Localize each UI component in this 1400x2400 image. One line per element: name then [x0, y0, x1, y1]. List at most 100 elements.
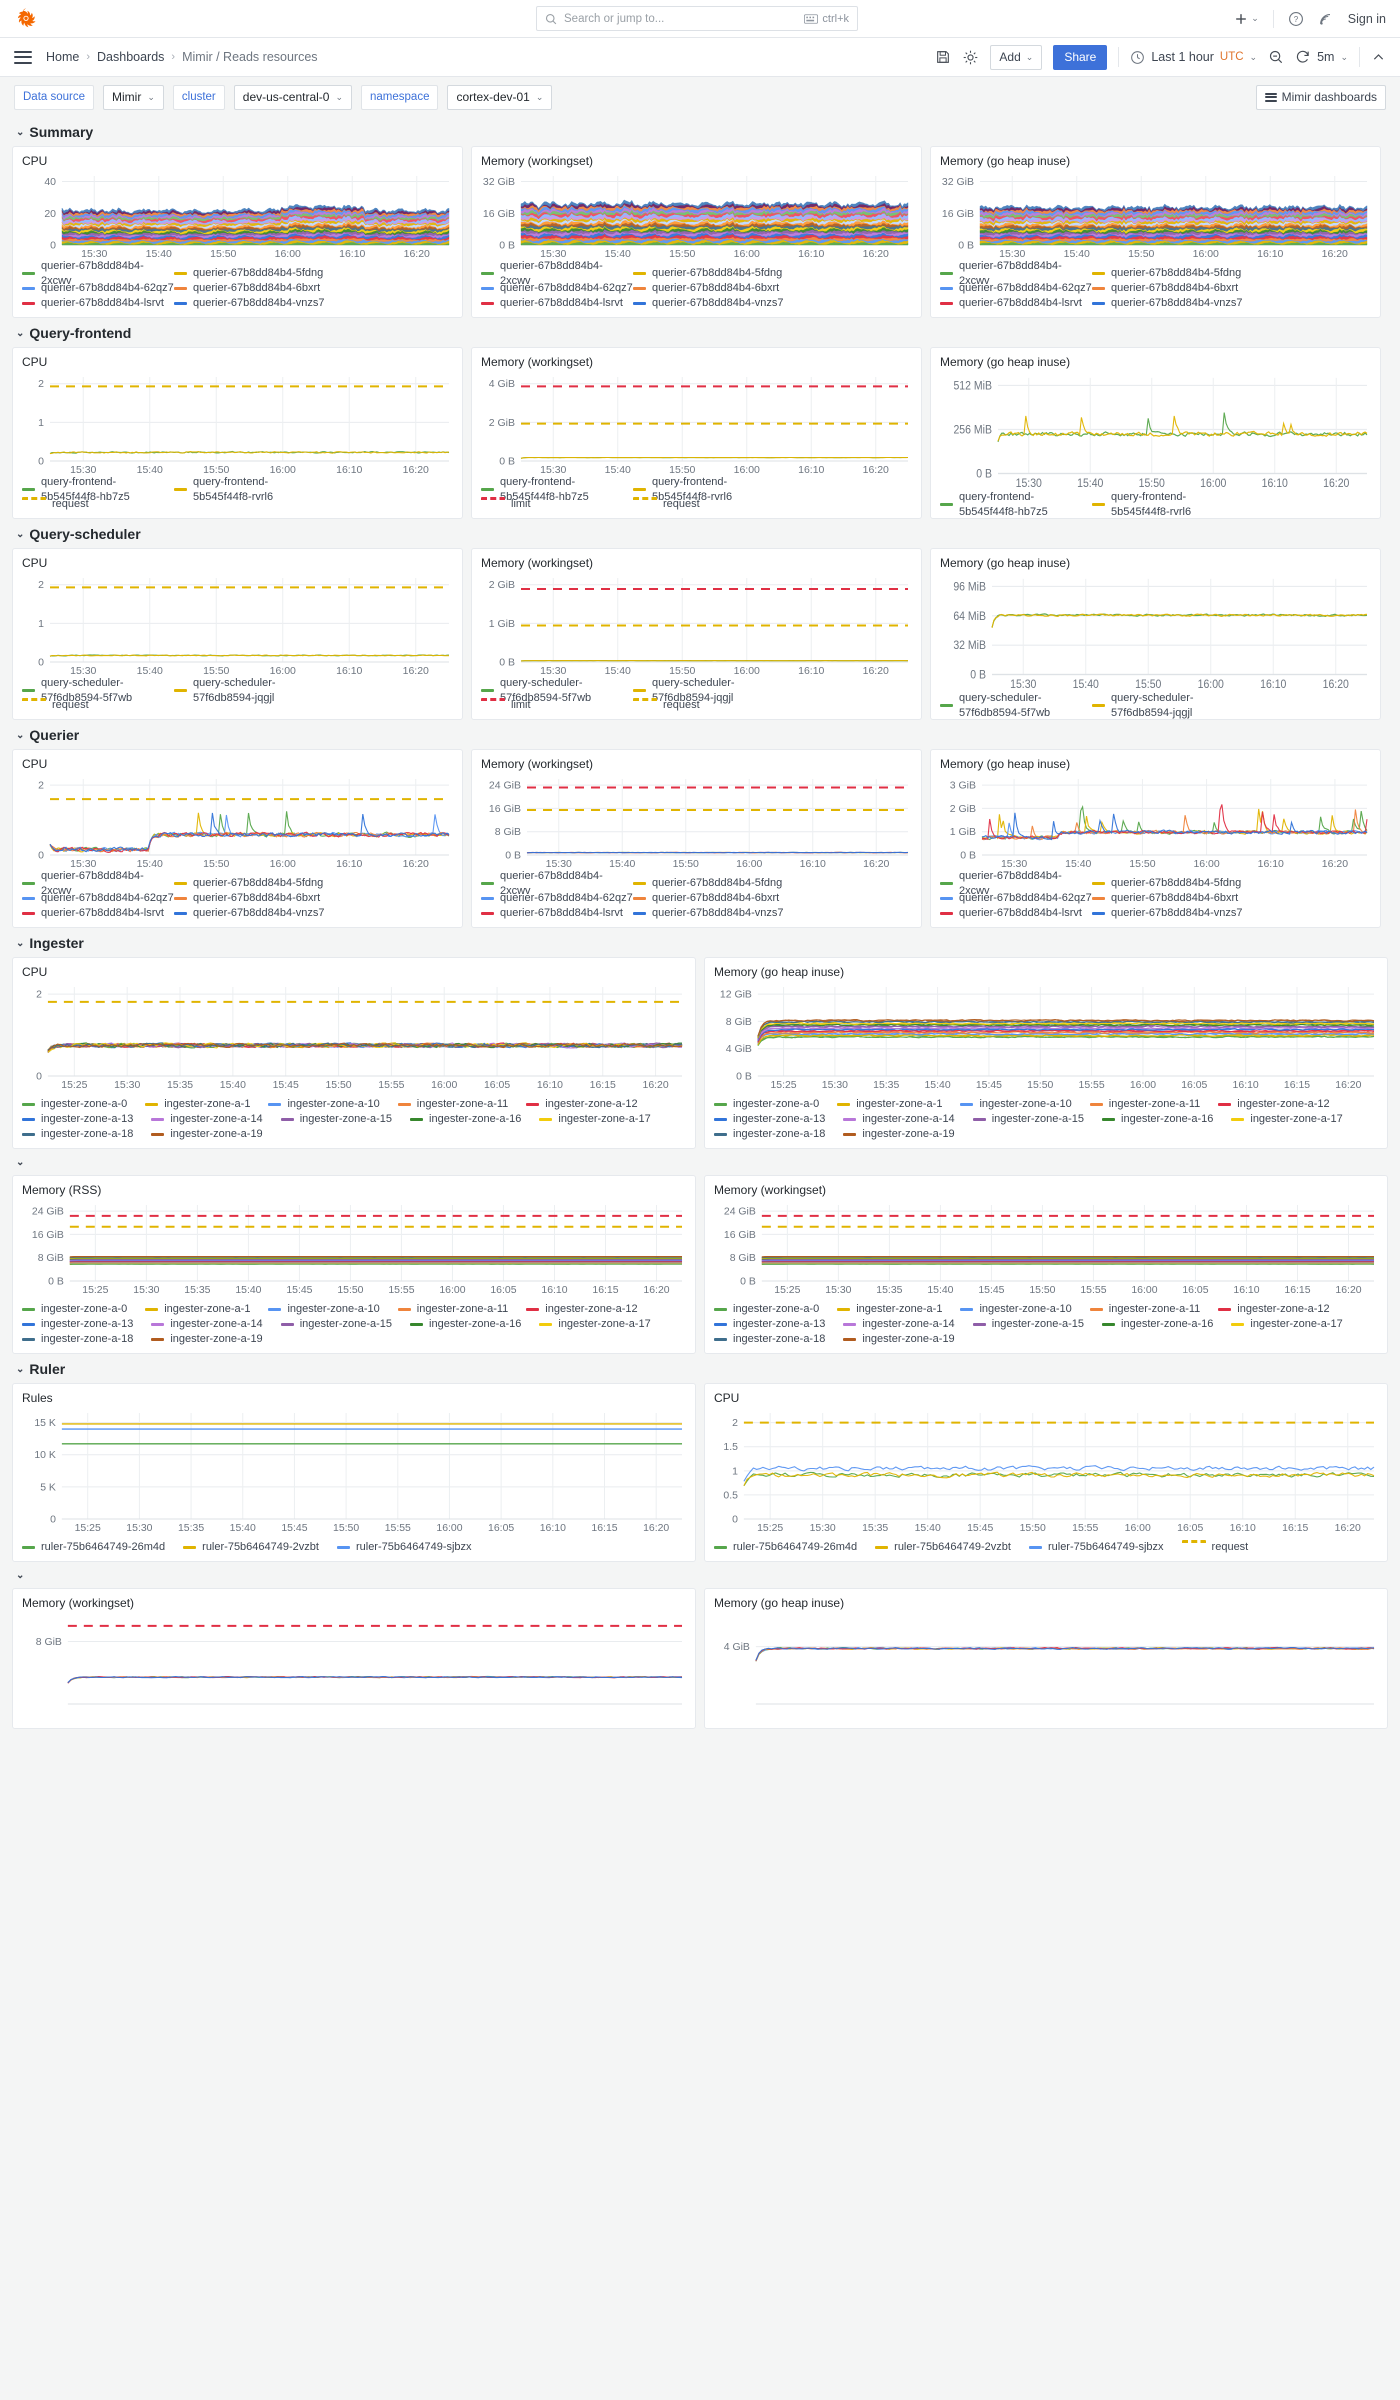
legend-item[interactable]: ingester-zone-a-1: [837, 1097, 942, 1112]
panel-summary-mem-ws[interactable]: Memory (workingset) 0 B 16 GiB 32 GiB 15:30 1…: [471, 146, 922, 318]
legend-item-threshold[interactable]: request: [1181, 1540, 1248, 1555]
legend-item[interactable]: ingester-zone-a-14: [843, 1112, 955, 1127]
legend-item[interactable]: ingester-zone-a-11: [397, 1097, 508, 1112]
legend-item[interactable]: querier-67b8dd84b4-5fdng: [633, 876, 785, 891]
legend-item[interactable]: query-frontend-5b545f44f8-hb7z5: [481, 476, 633, 503]
legend-item[interactable]: ingester-zone-a-12: [526, 1302, 638, 1317]
legend-item[interactable]: querier-67b8dd84b4-5fdng: [174, 876, 326, 891]
legend-item[interactable]: ruler-75b6464749-26m4d: [22, 1540, 165, 1555]
legend-item[interactable]: query-scheduler-57f6db8594-jqgjl: [1092, 692, 1244, 719]
legend-item[interactable]: ingester-zone-a-1: [837, 1302, 942, 1317]
legend-item[interactable]: querier-67b8dd84b4-2xcwv: [481, 870, 633, 897]
legend-item[interactable]: querier-67b8dd84b4-2xcwv: [940, 260, 1092, 287]
help-icon[interactable]: ?: [1288, 11, 1304, 27]
legend-item[interactable]: query-frontend-5b545f44f8-rvrl6: [633, 476, 785, 503]
legend-item[interactable]: ingester-zone-a-13: [22, 1112, 133, 1127]
legend-item[interactable]: ingester-zone-a-17: [539, 1317, 651, 1332]
news-icon[interactable]: [1318, 11, 1334, 27]
row-header-ingester[interactable]: ⌄ Ingester: [12, 928, 1388, 957]
legend-item[interactable]: ingester-zone-a-14: [843, 1317, 955, 1332]
legend-item[interactable]: querier-67b8dd84b4-6bxrt: [1092, 891, 1244, 906]
legend-item[interactable]: query-frontend-5b545f44f8-rvrl6: [1092, 491, 1244, 518]
panel-plot[interactable]: 0 B 1 GiB 2 GiB 3 GiB 15:30 15:40 15:50 16:00 16…: [940, 773, 1371, 873]
legend-item[interactable]: ingester-zone-a-16: [1102, 1317, 1213, 1332]
legend-item[interactable]: ingester-zone-a-11: [1089, 1097, 1200, 1112]
legend-item[interactable]: ingester-zone-a-13: [714, 1317, 825, 1332]
legend-item[interactable]: ruler-75b6464749-sjbzx: [336, 1540, 472, 1555]
panel-ruler-mem-heap[interactable]: Memory (go heap inuse) 4 GiB: [704, 1588, 1388, 1729]
panel-qf-mem-ws[interactable]: Memory (workingset) 0 B 2 GiB 4 GiB 15:30 15:…: [471, 347, 922, 519]
legend-item[interactable]: ingester-zone-a-1: [145, 1097, 250, 1112]
legend-item[interactable]: ingester-zone-a-13: [714, 1112, 825, 1127]
panel-plot[interactable]: 0 B 8 GiB 16 GiB 24 GiB 15:25 15:30 15:35 15:40…: [714, 1199, 1378, 1299]
legend-item[interactable]: querier-67b8dd84b4-lsrvt: [22, 296, 174, 311]
search-input[interactable]: Search or jump to... ctrl+k: [536, 6, 858, 31]
legend-item[interactable]: ruler-75b6464749-2vzbt: [875, 1540, 1011, 1555]
legend-item[interactable]: querier-67b8dd84b4-lsrvt: [940, 296, 1092, 311]
time-range-picker[interactable]: Last 1 hour UTC ⌄: [1130, 50, 1257, 65]
sign-in-link[interactable]: Sign in: [1347, 11, 1386, 26]
legend-item[interactable]: ingester-zone-a-0: [22, 1302, 127, 1317]
legend-item[interactable]: ingester-zone-a-0: [22, 1097, 127, 1112]
legend-item[interactable]: ingester-zone-a-19: [151, 1332, 263, 1347]
panel-ruler-mem-ws[interactable]: Memory (workingset) 8 GiB: [12, 1588, 696, 1729]
panel-q-mem-ws[interactable]: Memory (workingset) 0 B 8 GiB 16 GiB 24 GiB 1…: [471, 749, 922, 928]
legend-item-threshold[interactable]: limit: [481, 497, 633, 512]
legend-item-threshold[interactable]: request: [633, 497, 785, 512]
panel-plot[interactable]: 0 2 15:25 15:30 15:35 15:40 15:45 15:50 15:55 16:…: [22, 981, 686, 1094]
add-button[interactable]: Add ⌄: [990, 44, 1043, 70]
panel-plot[interactable]: 8 GiB: [22, 1612, 686, 1722]
legend-item[interactable]: ingester-zone-a-14: [151, 1112, 263, 1127]
legend-item[interactable]: ingester-zone-a-12: [1218, 1097, 1330, 1112]
legend-item[interactable]: ingester-zone-a-15: [972, 1112, 1084, 1127]
legend-item[interactable]: ruler-75b6464749-sjbzx: [1028, 1540, 1164, 1555]
legend-item[interactable]: ruler-75b6464749-26m4d: [714, 1540, 857, 1555]
panel-plot[interactable]: 0 B 2 GiB 4 GiB 15:30 15:40 15:50 16:00 16:10 16…: [481, 371, 912, 479]
panel-plot[interactable]: 0 B 32 MiB 64 MiB 96 MiB 15:30 15:40 15:50 16:0…: [940, 572, 1371, 695]
legend-item-threshold[interactable]: request: [22, 698, 174, 713]
legend-item[interactable]: ingester-zone-a-16: [1102, 1112, 1213, 1127]
gear-icon[interactable]: [962, 49, 979, 66]
legend-item[interactable]: ingester-zone-a-10: [268, 1302, 380, 1317]
row-header[interactable]: ⌄: [12, 1562, 1388, 1588]
legend-item[interactable]: querier-67b8dd84b4-6bxrt: [174, 281, 326, 296]
mimir-dashboards-button[interactable]: Mimir dashboards: [1255, 84, 1386, 110]
panel-plot[interactable]: 0 B 1 GiB 2 GiB 15:30 15:40 15:50 16:00 16:10 16…: [481, 572, 912, 680]
legend-item[interactable]: ruler-75b6464749-2vzbt: [183, 1540, 319, 1555]
legend-item[interactable]: querier-67b8dd84b4-2xcwv: [22, 870, 174, 897]
share-button[interactable]: Share: [1053, 44, 1108, 70]
row-header-query-scheduler[interactable]: ⌄ Query-scheduler: [12, 519, 1388, 548]
zoom-out-icon[interactable]: [1268, 49, 1284, 65]
panel-summary-cpu[interactable]: CPU 0 20 40 15:30 15:40 15:50 16:00 16:10 16:20 qu…: [12, 146, 463, 318]
panel-plot[interactable]: 4 GiB: [714, 1612, 1378, 1722]
legend-item-threshold[interactable]: limit: [481, 698, 633, 713]
legend-item[interactable]: query-frontend-5b545f44f8-rvrl6: [174, 476, 326, 503]
breadcrumb-item-dashboards[interactable]: Dashboards: [97, 50, 165, 64]
legend-item[interactable]: query-scheduler-57f6db8594-5f7wb: [481, 677, 633, 704]
legend-item[interactable]: ingester-zone-a-17: [1231, 1112, 1343, 1127]
legend-item[interactable]: querier-67b8dd84b4-62qz7: [22, 891, 174, 906]
legend-item[interactable]: ingester-zone-a-18: [22, 1332, 133, 1347]
panel-plot[interactable]: 0 B 4 GiB 8 GiB 12 GiB 15:25 15:30 15:35 15:40 1…: [714, 981, 1378, 1094]
legend-item[interactable]: query-scheduler-57f6db8594-jqgjl: [174, 677, 326, 704]
legend-item[interactable]: querier-67b8dd84b4-62qz7: [940, 891, 1092, 906]
legend-item[interactable]: ingester-zone-a-17: [1231, 1317, 1343, 1332]
legend-item[interactable]: ingester-zone-a-10: [960, 1097, 1072, 1112]
legend-item[interactable]: ingester-zone-a-15: [280, 1317, 392, 1332]
legend-item[interactable]: query-frontend-5b545f44f8-hb7z5: [22, 476, 174, 503]
legend-item[interactable]: ingester-zone-a-12: [526, 1097, 638, 1112]
legend-item[interactable]: ingester-zone-a-13: [22, 1317, 133, 1332]
legend-item[interactable]: querier-67b8dd84b4-6bxrt: [633, 281, 785, 296]
panel-plot[interactable]: 0 20 40 15:30 15:40 15:50 16:00 16:10 16:20: [22, 170, 453, 263]
panel-plot[interactable]: 0 1 2 15:30 15:40 15:50 16:00 16:10 16:20: [22, 371, 453, 479]
panel-qf-mem-heap[interactable]: Memory (go heap inuse) 0 B 256 MiB 512 MiB 1…: [930, 347, 1381, 519]
legend-item[interactable]: ingester-zone-a-17: [539, 1112, 651, 1127]
legend-item[interactable]: ingester-zone-a-15: [972, 1317, 1084, 1332]
legend-item[interactable]: querier-67b8dd84b4-vnzs7: [1092, 906, 1244, 921]
legend-item[interactable]: ingester-zone-a-14: [151, 1317, 263, 1332]
legend-item[interactable]: ingester-zone-a-16: [410, 1112, 521, 1127]
legend-item[interactable]: ingester-zone-a-19: [843, 1127, 955, 1142]
panel-plot[interactable]: 0 B 256 MiB 512 MiB 15:30 15:40 15:50 16:00 16:…: [940, 371, 1371, 494]
legend-item[interactable]: ingester-zone-a-19: [151, 1127, 263, 1142]
refresh-picker[interactable]: 5m ⌄: [1295, 49, 1348, 65]
